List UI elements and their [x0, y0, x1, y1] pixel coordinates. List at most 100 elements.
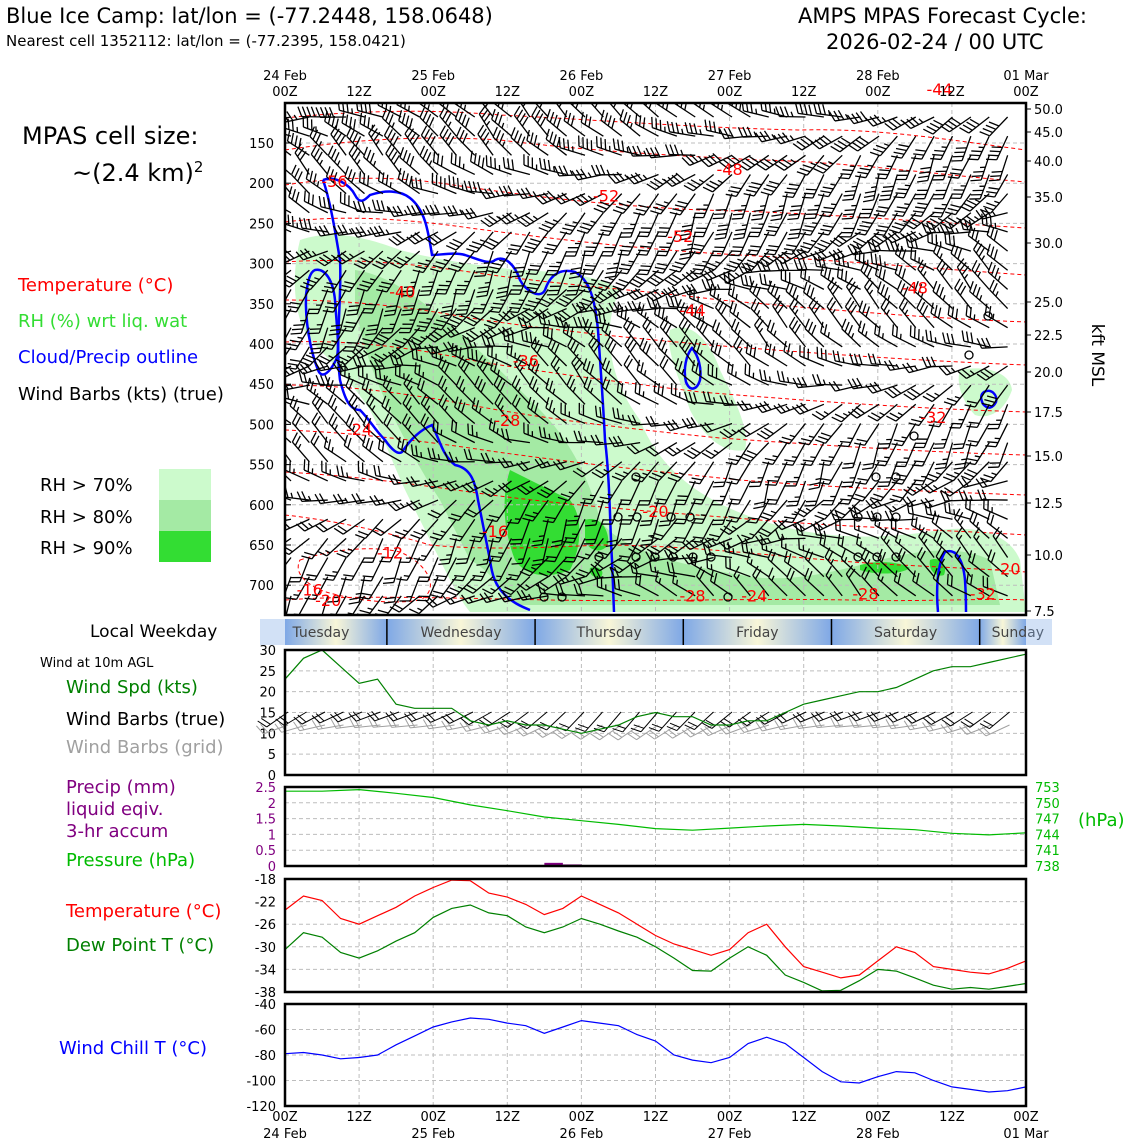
- barb-flag: [313, 173, 317, 185]
- barb-flag: [765, 260, 771, 272]
- wind-barb: [410, 176, 439, 195]
- barb-flag: [520, 329, 524, 341]
- barb-flag: [290, 164, 297, 175]
- wind-barb: [699, 268, 733, 281]
- barb-flag: [430, 268, 441, 273]
- wind-barb: [874, 323, 898, 348]
- barb-half: [528, 322, 532, 328]
- wind-barb: [511, 250, 531, 278]
- barb-flag: [653, 380, 657, 392]
- wind-barb: [454, 108, 476, 137]
- wind-barb: [891, 324, 917, 348]
- barb-flag: [490, 306, 502, 310]
- barb-flag: [381, 103, 384, 108]
- barb-flag: [455, 313, 467, 316]
- barb-flag: [837, 234, 847, 243]
- barb-flag: [784, 106, 790, 117]
- barb-flag: [820, 239, 831, 245]
- barb-flag: [984, 207, 992, 218]
- barb-flag: [599, 164, 606, 176]
- barb-flag: [635, 208, 647, 212]
- barb-flag: [929, 218, 940, 225]
- barb-flag: [341, 112, 345, 124]
- wind-barb: [612, 193, 641, 214]
- legend-temperature: Temperature (°C): [18, 275, 174, 296]
- barb-flag: [326, 282, 338, 286]
- barb-half: [369, 278, 376, 281]
- barb-flag: [285, 309, 297, 313]
- barb-flag: [689, 153, 699, 163]
- barb-flag: [455, 126, 462, 137]
- wind-barb: [944, 193, 972, 216]
- barb-half: [500, 299, 506, 302]
- barb-flag: [950, 204, 962, 208]
- barb-flag: [473, 307, 485, 310]
- wind-barb: [564, 231, 586, 257]
- barb-flag: [360, 257, 371, 264]
- barb-flag: [877, 325, 881, 337]
- barb-flag: [804, 268, 807, 280]
- wind-barb: [909, 325, 935, 348]
- wind-barb: [425, 204, 457, 216]
- wind-barb: [412, 250, 439, 274]
- wind-barb: [285, 127, 292, 137]
- wind-barb: [601, 319, 623, 348]
- barb-flag: [869, 116, 878, 125]
- barb-half: [648, 103, 652, 109]
- wind-barb: [866, 231, 898, 248]
- barb-flag: [331, 115, 336, 127]
- barb-flag: [273, 109, 279, 120]
- barb-flag: [513, 105, 521, 116]
- barb-flag: [618, 202, 630, 208]
- wind-barb: [466, 231, 494, 253]
- barb-flag: [750, 298, 757, 309]
- barb-flag: [814, 139, 824, 148]
- barb-flag: [880, 297, 887, 308]
- barb-flag: [378, 285, 390, 289]
- barb-flag: [442, 342, 450, 352]
- wind-barb: [339, 269, 366, 293]
- barb-flag: [621, 140, 625, 152]
- barb-flag: [322, 254, 333, 262]
- barb-flag: [735, 103, 739, 109]
- wind-barb: [932, 155, 954, 181]
- barb-flag: [616, 287, 625, 297]
- wind-barb: [339, 191, 365, 214]
- barb-flag: [742, 126, 748, 138]
- barb-flag: [770, 218, 782, 222]
- barb-flag: [766, 248, 777, 252]
- barb-flag: [268, 246, 275, 257]
- barb-flag: [878, 198, 890, 201]
- wind-barb: [505, 231, 531, 255]
- barb-flag: [905, 236, 910, 248]
- barb-flag: [842, 198, 854, 201]
- barb-flag: [950, 242, 956, 254]
- barb-flag: [690, 283, 698, 294]
- temp-contour: [285, 384, 1026, 456]
- cell-size-label: MPAS cell size:: [22, 122, 199, 150]
- barb-flag: [708, 154, 718, 164]
- barb-flag: [626, 103, 632, 107]
- wind-barb: [947, 154, 972, 179]
- barb-flag: [345, 321, 357, 325]
- wind-barb: [854, 212, 880, 236]
- wind-barb: [623, 316, 641, 348]
- barb-flag: [621, 232, 633, 234]
- wind-barb: [414, 308, 439, 332]
- barb-flag: [786, 187, 798, 191]
- barb-flag: [734, 209, 746, 212]
- barb-flag: [562, 295, 573, 302]
- wind-barb: [669, 250, 696, 273]
- barb-flag: [361, 311, 373, 314]
- barb-flag: [646, 297, 652, 308]
- barb-flag: [744, 275, 749, 286]
- barb-half: [436, 347, 441, 353]
- barb-flag: [523, 154, 525, 166]
- barb-flag: [536, 113, 544, 124]
- barb-flag: [363, 307, 375, 310]
- wind-barb: [865, 114, 898, 127]
- barb-half: [922, 271, 927, 277]
- barb-flag: [681, 320, 689, 331]
- barb-flag: [450, 264, 462, 269]
- barb-half: [758, 223, 764, 225]
